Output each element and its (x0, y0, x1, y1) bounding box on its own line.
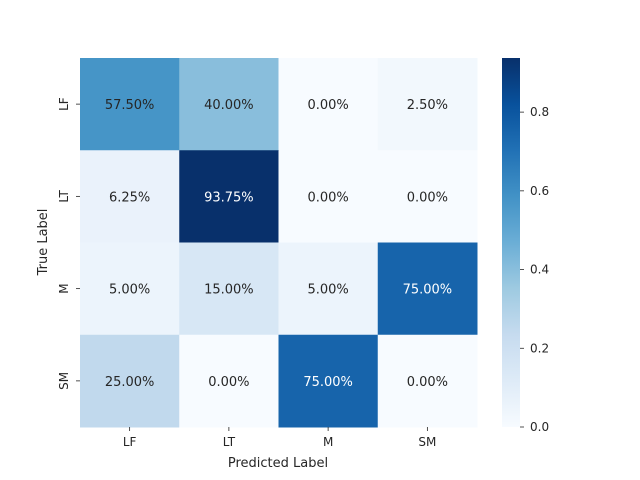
heatmap-cell (377, 242, 478, 336)
cell-value-label: 2.50% (407, 98, 448, 113)
heatmap-cell (80, 334, 180, 428)
y-tick-label: SM (57, 372, 71, 390)
heatmap-cell (278, 334, 379, 428)
y-tick-label: LT (57, 190, 71, 203)
cell-value-label: 5.00% (307, 283, 348, 298)
cell-value-label: 0.00% (307, 190, 348, 205)
colorbar-ticks: 0.0 0.2 0.4 0.6 0.8 (520, 105, 549, 434)
cell-value-label: 40.00% (204, 98, 254, 113)
heatmap-cell (179, 334, 279, 428)
heatmap-cell (278, 242, 379, 336)
heatmap-cell (80, 242, 180, 336)
x-axis-label: Predicted Label (228, 456, 328, 471)
heatmap-cell (179, 58, 279, 151)
heatmap-cell (80, 150, 180, 243)
cell-value-label: 25.00% (105, 375, 155, 390)
heatmap-cell (377, 150, 478, 243)
heatmap-cell (179, 242, 279, 336)
colorbar-tick-label: 0.4 (530, 263, 549, 277)
colorbar-tick-label: 0.2 (530, 341, 549, 355)
colorbar-tick-label: 0.0 (530, 420, 549, 434)
cell-value-label: 5.00% (109, 283, 150, 298)
colorbar (502, 58, 520, 427)
x-tick-label: LF (123, 435, 137, 449)
cell-value-label: 75.00% (403, 283, 453, 298)
y-axis-label: True Label (36, 209, 51, 277)
cell-value-label: 0.00% (307, 98, 348, 113)
heatmap-cell (377, 334, 478, 428)
cell-value-label: 6.25% (109, 190, 150, 205)
x-tick-label: M (323, 435, 333, 449)
cell-value-label: 0.00% (208, 375, 249, 390)
heatmap-cells (80, 58, 478, 428)
x-tick-label: SM (418, 435, 436, 449)
cell-value-label: 93.75% (204, 190, 254, 205)
heatmap-cell (278, 150, 379, 243)
cell-value-label: 75.00% (303, 375, 353, 390)
heatmap-cell-labels: 57.50% 40.00% 0.00% 2.50% 6.25% 93.75% 0.00% 0.… (105, 98, 452, 390)
cell-value-label: 0.00% (407, 375, 448, 390)
cell-value-label: 0.00% (407, 190, 448, 205)
heatmap-cell (179, 150, 279, 243)
y-tick-label: LF (57, 97, 71, 111)
heatmap-cell (278, 58, 379, 151)
y-tick-label: M (57, 283, 71, 293)
x-tick-label: LT (223, 435, 236, 449)
colorbar-tick-label: 0.6 (530, 184, 549, 198)
colorbar-tick-label: 0.8 (530, 105, 549, 119)
cell-value-label: 15.00% (204, 283, 254, 298)
y-axis-ticks: LF LT M SM (57, 97, 80, 390)
x-axis-ticks: LF LT M SM (123, 427, 436, 449)
heatmap-cell (80, 58, 180, 151)
cell-value-label: 57.50% (105, 98, 155, 113)
heatmap-cell (377, 58, 478, 151)
